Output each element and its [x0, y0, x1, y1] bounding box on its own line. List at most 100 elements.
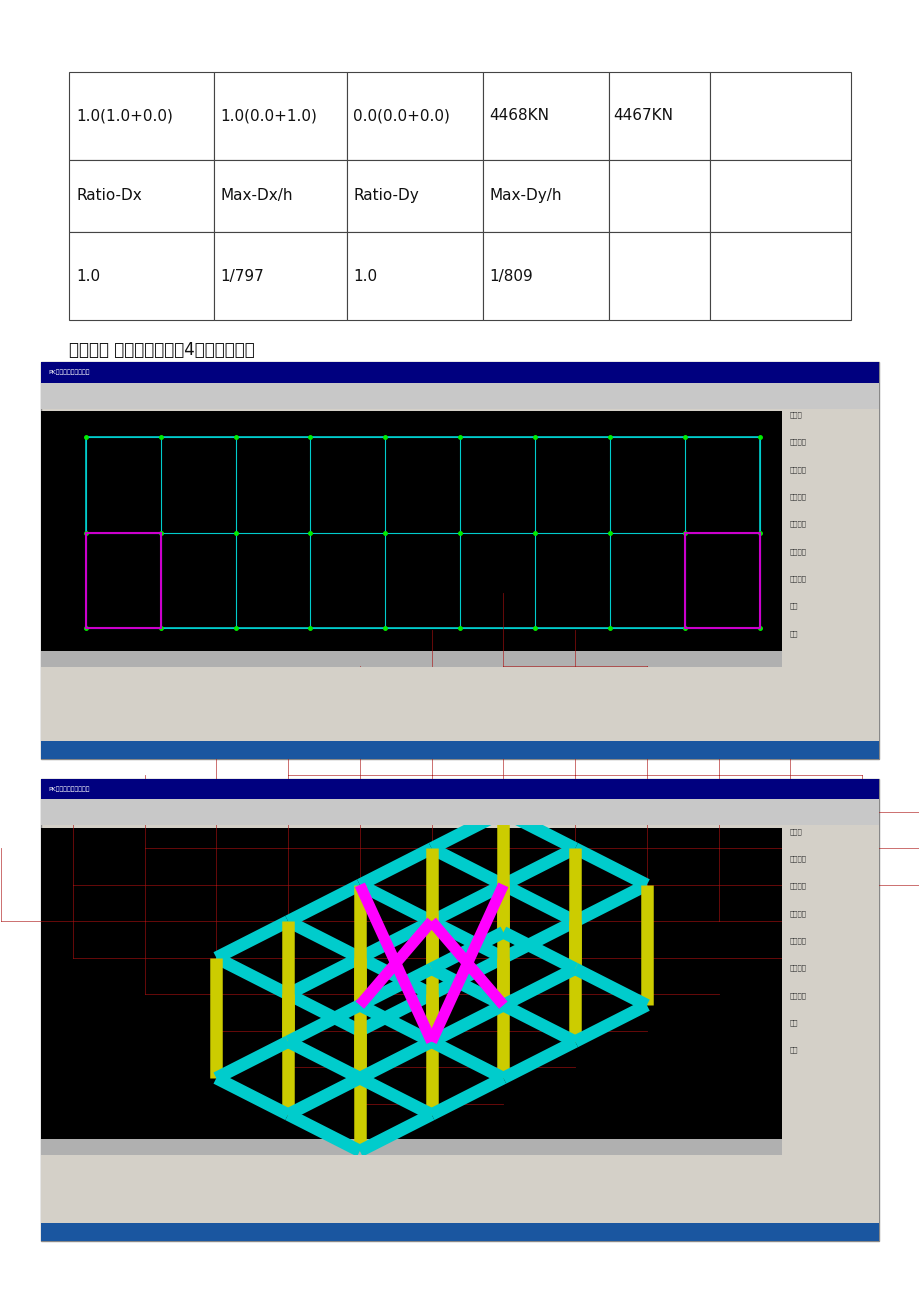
Bar: [41, 383, 878, 409]
Bar: [41, 779, 878, 799]
Text: 网格生成: 网格生成: [789, 883, 805, 889]
Text: 保存: 保存: [789, 1019, 797, 1026]
Text: PK建筑模型与荷载输入: PK建筑模型与荷载输入: [49, 786, 90, 792]
Bar: [781, 362, 878, 759]
Bar: [85, 533, 161, 629]
Bar: [41, 383, 878, 409]
Text: 楼层组装: 楼层组装: [790, 993, 807, 1000]
Text: PK建筑模型与荷载输入: PK建筑模型与荷载输入: [49, 786, 90, 792]
Text: PK建筑模型与荷载输入: PK建筑模型与荷载输入: [49, 370, 90, 375]
Bar: [709, 72, 850, 160]
Text: Ratio-Dy: Ratio-Dy: [353, 189, 419, 203]
Bar: [41, 799, 878, 825]
Bar: [41, 1170, 781, 1223]
Bar: [41, 1139, 781, 1155]
Text: 楼层定义: 楼层定义: [789, 910, 805, 917]
Bar: [41, 1155, 781, 1241]
Text: 1.0(1.0+0.0): 1.0(1.0+0.0): [76, 108, 173, 124]
Text: PK建筑模型与荷载输入: PK建筑模型与荷载输入: [49, 370, 90, 375]
Text: 1.0: 1.0: [76, 268, 100, 284]
Text: 保存: 保存: [790, 1021, 799, 1027]
Text: 4467KN: 4467KN: [613, 108, 673, 124]
Text: 轴线输入: 轴线输入: [790, 857, 807, 863]
Text: 4468KN: 4468KN: [489, 108, 550, 124]
Bar: [41, 362, 878, 383]
Bar: [41, 779, 878, 1241]
Bar: [483, 232, 608, 320]
Bar: [608, 72, 709, 160]
Text: 设计参数: 设计参数: [790, 966, 807, 973]
Text: 楼层组装: 楼层组装: [790, 577, 807, 583]
Bar: [213, 72, 346, 160]
Bar: [684, 533, 759, 629]
Bar: [41, 411, 781, 667]
Text: 楼层组装: 楼层组装: [789, 992, 805, 999]
Text: Ratio-Dx: Ratio-Dx: [76, 189, 142, 203]
Bar: [41, 799, 878, 825]
Bar: [781, 779, 878, 1241]
Bar: [346, 160, 483, 232]
Text: 退出: 退出: [790, 1048, 799, 1055]
Bar: [709, 232, 850, 320]
Text: 主视图: 主视图: [789, 411, 801, 418]
Bar: [41, 741, 878, 759]
Text: 主视图: 主视图: [790, 829, 803, 836]
Text: 设计参数: 设计参数: [789, 965, 805, 971]
Bar: [41, 682, 781, 741]
Bar: [41, 1223, 878, 1241]
Text: 1.0(0.0+1.0): 1.0(0.0+1.0): [220, 108, 317, 124]
Text: Max-Dy/h: Max-Dy/h: [489, 189, 562, 203]
Text: 0.0(0.0+0.0): 0.0(0.0+0.0): [353, 108, 449, 124]
Text: 1/809: 1/809: [489, 268, 533, 284]
Bar: [41, 1155, 781, 1223]
Text: 网格生成: 网格生成: [790, 884, 807, 891]
Text: 退出: 退出: [789, 1047, 797, 1053]
Bar: [213, 160, 346, 232]
Bar: [69, 232, 213, 320]
Text: 主菜单: 主菜单: [805, 389, 818, 396]
Text: 设计参数: 设计参数: [789, 548, 805, 555]
Bar: [69, 72, 213, 160]
Bar: [608, 232, 709, 320]
Bar: [41, 828, 781, 1155]
Text: 楼层定义: 楼层定义: [790, 911, 807, 918]
Text: 设计参数: 设计参数: [790, 549, 807, 556]
Text: Max-Dx/h: Max-Dx/h: [220, 189, 292, 203]
Text: 网格生成: 网格生成: [789, 466, 805, 473]
Text: 荷载输入: 荷载输入: [790, 939, 807, 945]
Bar: [781, 779, 878, 1241]
Bar: [41, 741, 878, 759]
Text: 轴线输入: 轴线输入: [790, 440, 807, 447]
Bar: [346, 72, 483, 160]
Bar: [709, 160, 850, 232]
Bar: [41, 667, 781, 741]
Text: 轴线输入: 轴线输入: [789, 439, 805, 445]
Text: 主菜单: 主菜单: [805, 806, 818, 812]
Bar: [41, 362, 878, 383]
Bar: [41, 779, 878, 799]
Bar: [483, 72, 608, 160]
Text: 退出: 退出: [790, 631, 799, 638]
Text: 保存: 保存: [790, 604, 799, 611]
Bar: [41, 1223, 878, 1241]
Bar: [41, 779, 781, 825]
Text: 算例二： 对称两个楼梯（4道斜撞）框架: 算例二： 对称两个楼梯（4道斜撞）框架: [69, 341, 255, 359]
Bar: [213, 232, 346, 320]
Text: 荷载输入: 荷载输入: [790, 522, 807, 529]
Text: 楼层定义: 楼层定义: [789, 493, 805, 500]
Bar: [346, 232, 483, 320]
Bar: [41, 362, 878, 759]
Text: 楼层定义: 楼层定义: [790, 495, 807, 501]
Bar: [483, 160, 608, 232]
Bar: [781, 362, 878, 759]
Text: 主视图: 主视图: [789, 828, 801, 835]
Text: 网格生成: 网格生成: [790, 467, 807, 474]
Bar: [69, 160, 213, 232]
Text: 1.0: 1.0: [353, 268, 377, 284]
Text: 荷载输入: 荷载输入: [789, 937, 805, 944]
Text: 荷载输入: 荷载输入: [789, 521, 805, 527]
Text: 保存: 保存: [789, 603, 797, 609]
Text: 楼层组装: 楼层组装: [789, 575, 805, 582]
Text: 退出: 退出: [789, 630, 797, 637]
Bar: [41, 651, 781, 667]
